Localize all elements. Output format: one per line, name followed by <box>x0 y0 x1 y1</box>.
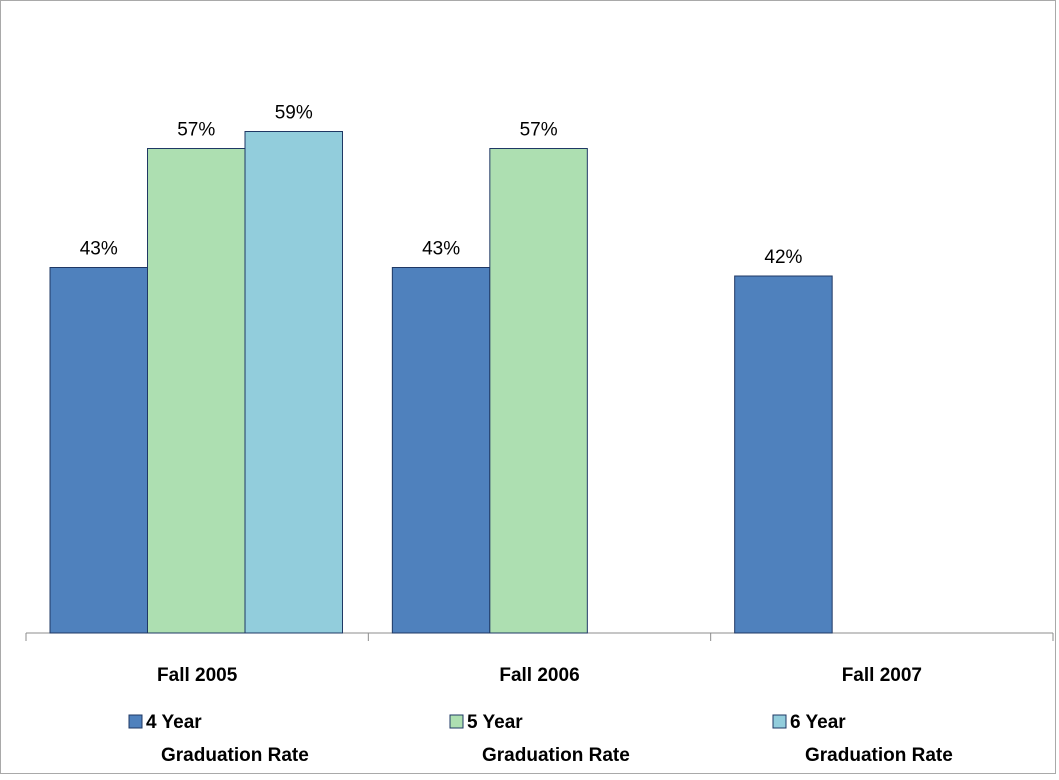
legend-label: 4 Year <box>146 712 202 733</box>
bar <box>49 267 148 634</box>
legend-label: Graduation Rate <box>805 745 953 766</box>
legend-swatch <box>128 714 143 729</box>
data-label: 43% <box>80 239 118 260</box>
legend-swatch <box>449 714 464 729</box>
legend-label: Graduation Rate <box>482 745 630 766</box>
bar <box>147 148 246 634</box>
bar <box>489 148 588 634</box>
legend-label: 6 Year <box>790 712 846 733</box>
x-tick-label: Fall 2007 <box>842 665 922 686</box>
data-label: 42% <box>764 247 802 268</box>
data-label: 43% <box>422 239 460 260</box>
data-label: 59% <box>275 103 313 124</box>
x-tick-label: Fall 2005 <box>157 665 238 686</box>
bar <box>734 275 833 634</box>
data-label: 57% <box>520 120 558 141</box>
bar <box>391 267 491 634</box>
bar <box>244 131 343 634</box>
data-label: 57% <box>177 120 215 141</box>
legend-label: Graduation Rate <box>161 745 309 766</box>
x-tick-label: Fall 2006 <box>499 665 579 686</box>
legend-label: 5 Year <box>467 712 523 733</box>
legend-swatch <box>772 714 787 729</box>
